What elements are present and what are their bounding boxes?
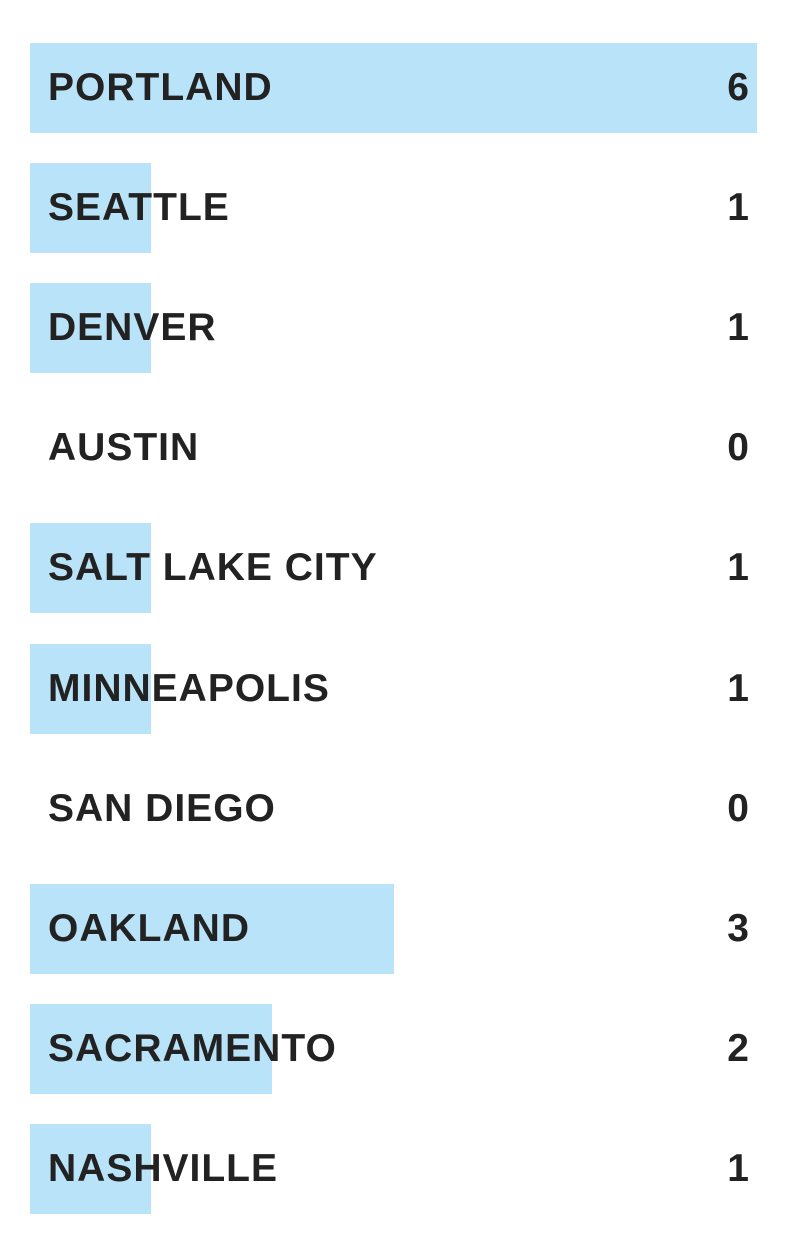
category-label: DENVER xyxy=(48,306,217,349)
bar-row: SEATTLE 1 xyxy=(30,163,757,253)
bar-row: AUSTIN 0 xyxy=(30,403,757,493)
category-label: PORTLAND xyxy=(48,66,273,109)
category-label: OAKLAND xyxy=(48,907,250,950)
category-label: SEATTLE xyxy=(48,186,230,229)
category-label: MINNEAPOLIS xyxy=(48,667,330,710)
value-label: 6 xyxy=(727,66,749,109)
value-label: 1 xyxy=(727,546,749,589)
bar xyxy=(30,1004,273,1094)
category-label: NASHVILLE xyxy=(48,1147,279,1190)
value-label: 1 xyxy=(727,306,749,349)
bar-row: OAKLAND 3 xyxy=(30,884,757,974)
value-label: 1 xyxy=(727,667,749,710)
bar xyxy=(30,1124,152,1214)
value-label: 0 xyxy=(727,426,749,469)
bar xyxy=(30,644,152,734)
category-label: SALT LAKE CITY xyxy=(48,546,378,589)
bar-row: DENVER 1 xyxy=(30,283,757,373)
bar xyxy=(30,884,394,974)
value-label: 0 xyxy=(727,787,749,830)
bar-row: MINNEAPOLIS 1 xyxy=(30,644,757,734)
bar xyxy=(30,163,152,253)
bar xyxy=(30,43,757,133)
bar-row: PORTLAND 6 xyxy=(30,43,757,133)
bar xyxy=(30,283,152,373)
bar-row: SAN DIEGO 0 xyxy=(30,764,757,854)
category-label: SAN DIEGO xyxy=(48,787,276,830)
value-label: 1 xyxy=(727,1147,749,1190)
category-label: AUSTIN xyxy=(48,426,200,469)
value-label: 2 xyxy=(727,1027,749,1070)
category-label: SACRAMENTO xyxy=(48,1027,337,1070)
bar-row: SALT LAKE CITY 1 xyxy=(30,523,757,613)
bar xyxy=(30,523,152,613)
value-label: 1 xyxy=(727,186,749,229)
value-label: 3 xyxy=(727,907,749,950)
bar-row: NASHVILLE 1 xyxy=(30,1124,757,1214)
bar-row: SACRAMENTO 2 xyxy=(30,1004,757,1094)
